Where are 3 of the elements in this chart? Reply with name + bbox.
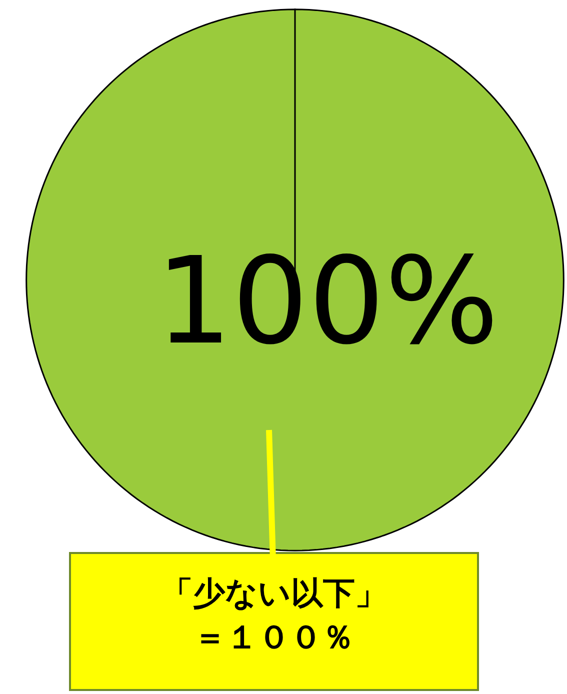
data-label: 100%: [156, 232, 499, 372]
text: 「少ない以下」: [161, 574, 387, 612]
text: ＝１００％: [194, 618, 354, 656]
